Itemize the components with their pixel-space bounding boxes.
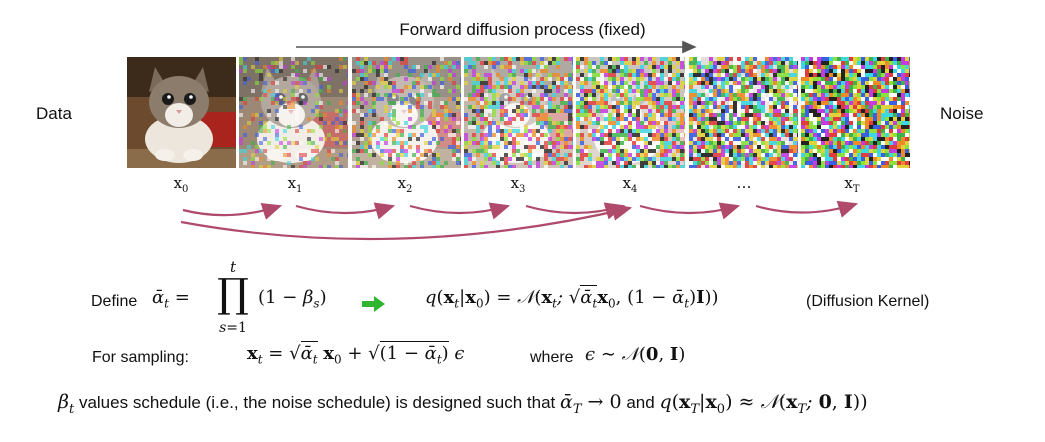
arrow-x1-x2 <box>295 202 396 220</box>
alpha-bar-definition: ᾱt = <box>152 287 190 311</box>
frame-label-text: … <box>736 174 752 192</box>
frame-image <box>239 57 348 168</box>
frame-5 <box>689 57 798 168</box>
frame-label-2: x2 <box>375 174 435 195</box>
define-label: Define <box>91 293 138 310</box>
frame-label-subscript: 2 <box>406 184 413 195</box>
frame-label-text: x <box>510 174 520 192</box>
where-label: where <box>530 349 574 366</box>
frame-label-subscript: 1 <box>296 184 303 195</box>
noise-label: Noise <box>940 104 984 123</box>
frame-image <box>576 57 685 168</box>
frame-image <box>464 57 573 168</box>
arrow-x4-dots <box>639 202 741 220</box>
frame-1 <box>239 57 348 168</box>
schedule-statement: βt values schedule (i.e., the noise sche… <box>58 391 868 417</box>
arrow-x0-x4 <box>180 203 633 241</box>
frame-image <box>352 57 461 168</box>
image-strip <box>127 57 910 168</box>
arrow-x2-x3 <box>409 202 511 220</box>
frame-image <box>801 57 910 168</box>
frame-label-text: x <box>287 174 297 192</box>
frame-label-text: x <box>173 174 183 192</box>
arrow-dots-xT <box>755 200 859 218</box>
frame-label-6: xT <box>822 174 882 195</box>
diagram-title: Forward diffusion process (fixed) <box>399 20 646 39</box>
frame-label-0: x0 <box>151 174 211 195</box>
data-label: Data <box>36 104 72 123</box>
frame-3 <box>464 57 573 168</box>
frame-label-3: x3 <box>488 174 548 195</box>
frame-0 <box>127 57 236 168</box>
noise-distribution: ϵ ∼ 𝒩(0, I) <box>585 344 686 365</box>
frame-image <box>127 57 236 168</box>
frame-label-subscript: T <box>852 184 860 195</box>
sampling-equation: xt = √ᾱt x0 + √(1 − ᾱt) ϵ <box>247 341 465 367</box>
frame-label-5: … <box>714 174 774 192</box>
sampling-label: For sampling: <box>92 349 189 366</box>
frame-label-subscript: 4 <box>631 184 638 195</box>
frame-label-4: x4 <box>600 174 660 195</box>
arrow-x0-x1 <box>182 202 283 220</box>
implies-arrow-icon <box>362 296 385 312</box>
product-operator: t ∏ s=1 <box>217 258 249 336</box>
frame-4 <box>576 57 685 168</box>
frame-label-text: x <box>622 174 632 192</box>
diffusion-kernel-equation: q(xt|x0) = 𝒩(xt; √ᾱtx0, (1 − ᾱt)I)) <box>425 285 719 311</box>
frame-6 <box>801 57 910 168</box>
diffusion-kernel-label: (Diffusion Kernel) <box>806 293 930 310</box>
frame-image <box>689 57 798 168</box>
frame-label-text: x <box>844 174 853 192</box>
frame-label-subscript: 0 <box>182 184 189 195</box>
frame-label-subscript: 3 <box>519 184 526 195</box>
frame-label-text: x <box>397 174 407 192</box>
product-term: (1 − βs) <box>258 287 327 311</box>
schedule-text: values schedule (i.e., the noise schedul… <box>78 393 556 412</box>
frame-label-1: x1 <box>265 174 325 195</box>
schedule-and: and <box>626 393 655 412</box>
frame-2 <box>352 57 461 168</box>
